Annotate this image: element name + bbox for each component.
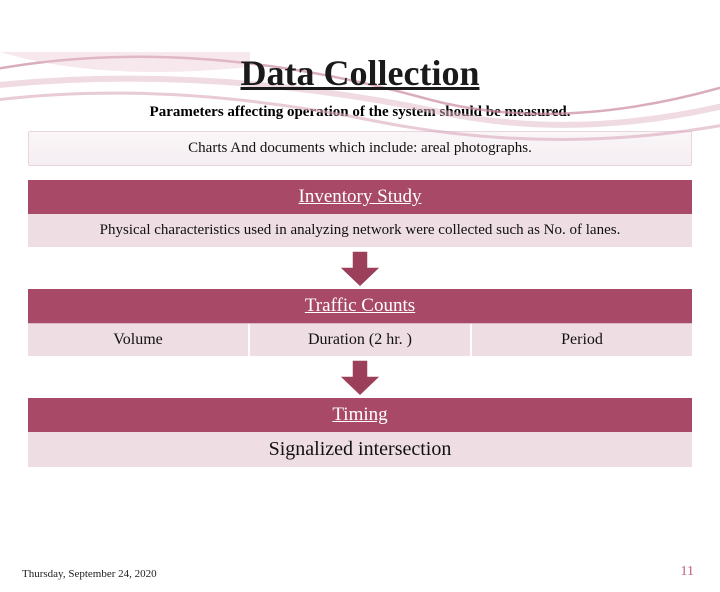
inventory-section: Inventory Study Physical characteristics… xyxy=(28,180,692,247)
traffic-counts-header: Traffic Counts xyxy=(28,289,692,323)
traffic-counts-section: Traffic Counts Volume Duration (2 hr. ) … xyxy=(28,289,692,356)
inventory-body: Physical characteristics used in analyzi… xyxy=(28,214,692,247)
arrow-down-icon xyxy=(337,360,383,396)
page-title: Data Collection xyxy=(0,52,720,94)
tc-cell-duration: Duration (2 hr. ) xyxy=(250,324,472,356)
timing-header: Timing xyxy=(28,398,692,432)
footer-date: Thursday, September 24, 2020 xyxy=(22,568,157,580)
inventory-header: Inventory Study xyxy=(28,180,692,214)
intro-bar: Charts And documents which include: area… xyxy=(28,131,692,166)
tc-cell-period: Period xyxy=(472,324,692,356)
arrow-down-icon xyxy=(337,251,383,287)
page-subtitle: Parameters affecting operation of the sy… xyxy=(0,104,720,121)
traffic-counts-grid: Volume Duration (2 hr. ) Period xyxy=(28,323,692,356)
footer-page-number: 11 xyxy=(681,564,694,580)
tc-cell-volume: Volume xyxy=(28,324,250,356)
timing-section: Timing Signalized intersection xyxy=(28,398,692,467)
timing-body: Signalized intersection xyxy=(28,432,692,467)
